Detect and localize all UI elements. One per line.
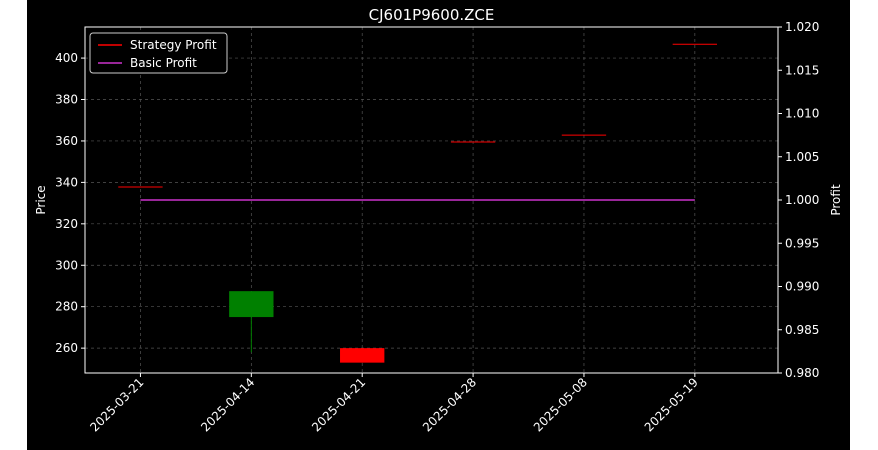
y-tick-label: 300 [55,258,78,272]
marks [118,43,718,363]
y-tick-label: 260 [55,341,78,355]
right-tick-label: 1.000 [785,193,819,207]
x-tick-label: 2025-05-19 [642,375,701,434]
y-tick-label: 360 [55,134,78,148]
candle-body [340,348,385,363]
x-tick-label: 2025-04-21 [309,375,368,434]
y-tick-label: 340 [55,175,78,189]
right-tick-label: 1.020 [785,20,819,34]
ticks: 260 280 300 320 340 360 380 400 0.980 0.985 0.990 0… [55,20,819,434]
legend-box [89,32,228,74]
legend: Strategy Profit Basic Profit [89,32,228,74]
x-tick-label: 2025-04-28 [420,375,479,434]
right-tick-label: 1.010 [785,107,819,121]
legend-label: Basic Profit [130,56,197,70]
legend-label: Strategy Profit [130,38,217,52]
x-tick-label: 2025-03-21 [87,375,146,434]
y-tick-label: 380 [55,93,78,107]
right-tick-label: 1.005 [785,150,819,164]
y-tick-label: 280 [55,300,78,314]
right-tick-label: 0.990 [785,280,819,294]
candle-body [229,291,274,318]
x-tick-label: 2025-04-14 [198,375,257,434]
right-tick-label: 0.980 [785,366,819,380]
y-tick-label: 400 [55,51,78,65]
right-tick-label: 0.985 [785,323,819,337]
right-tick-label: 1.015 [785,63,819,77]
right-axis-label: Profit [829,184,843,216]
y-axis-label: Price [34,185,48,214]
x-tick-label: 2025-05-08 [531,375,590,434]
chart-svg: 260 280 300 320 340 360 380 400 0.980 0.985 0.990 0… [34,6,843,434]
y-tick-label: 320 [55,217,78,231]
chart-title: CJ601P9600.ZCE [369,6,495,24]
right-tick-label: 0.995 [785,236,819,250]
grid [85,27,778,373]
chart-figure: 260 280 300 320 340 360 380 400 0.980 0.985 0.990 0… [27,0,850,450]
